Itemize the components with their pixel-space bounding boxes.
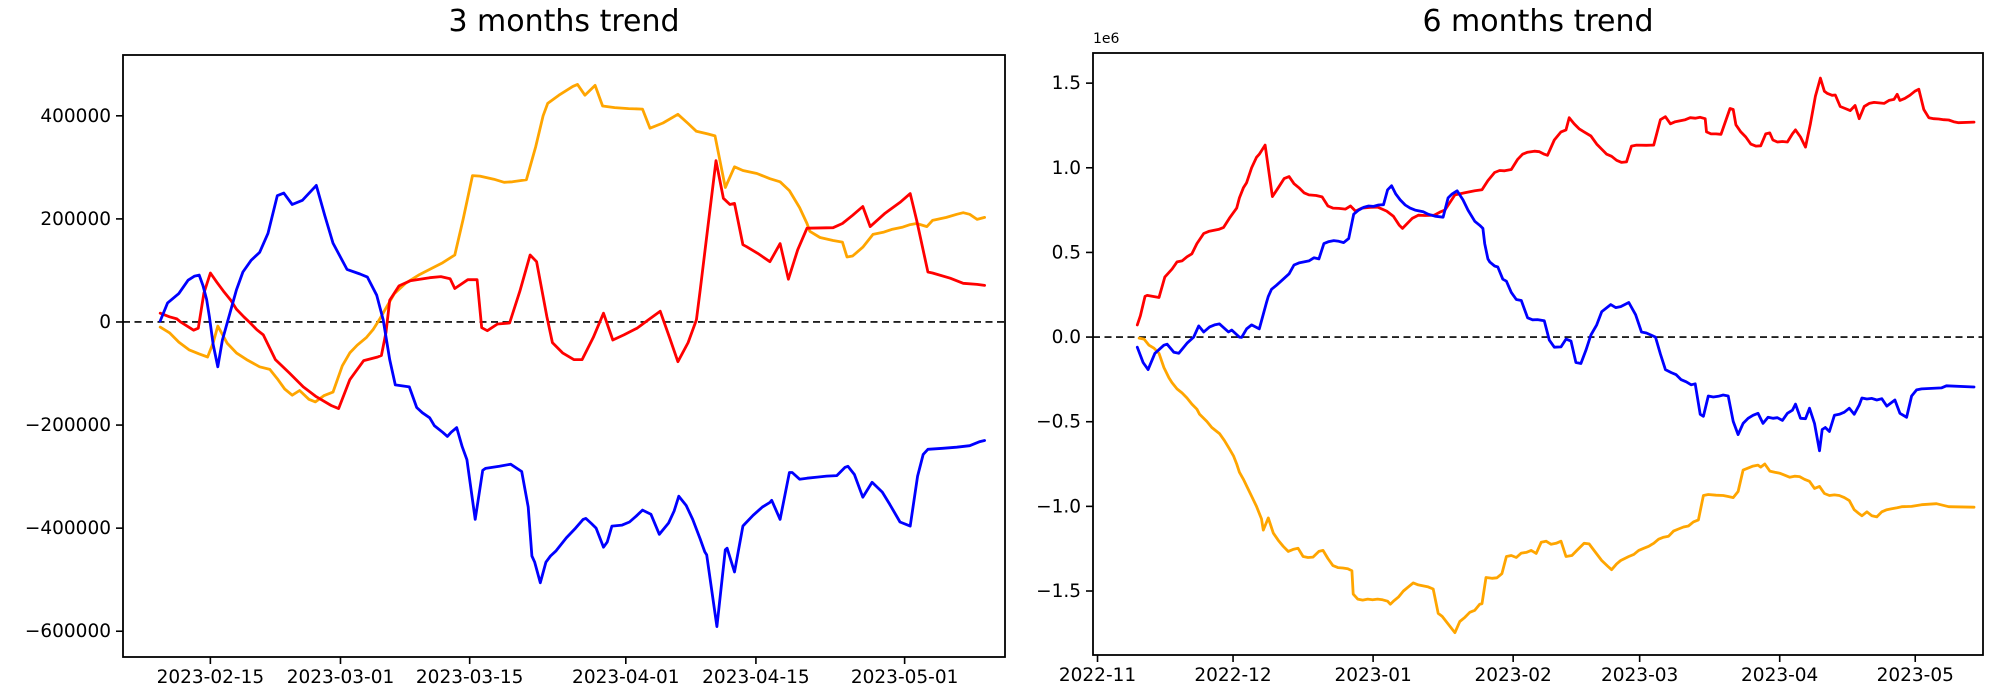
y-tick-label: −400000 bbox=[25, 518, 111, 539]
x-tick-label: 2023-03-15 bbox=[416, 667, 524, 688]
plot-border bbox=[1092, 52, 1984, 656]
series-group bbox=[158, 83, 986, 628]
x-tick-label: 2023-02 bbox=[1474, 665, 1551, 686]
y-tick-label: −600000 bbox=[25, 621, 111, 642]
y-tick-label: 200000 bbox=[40, 209, 111, 230]
series-line-blue bbox=[158, 183, 986, 628]
y-tick-label: −200000 bbox=[25, 415, 111, 436]
y-tick-label: 0 bbox=[99, 312, 111, 333]
x-tick-label: 2023-05-01 bbox=[851, 667, 959, 688]
y-tick-label: −0.5 bbox=[1036, 412, 1081, 433]
y-tick-label: 1.5 bbox=[1052, 73, 1081, 94]
y-axis-offset-label: 1e6 bbox=[1093, 31, 1120, 47]
x-tick-label: 2023-05 bbox=[1877, 665, 1954, 686]
series-line-red bbox=[1135, 76, 1976, 327]
y-tick-label: −1.5 bbox=[1036, 581, 1081, 602]
series-group bbox=[1135, 76, 1976, 635]
x-tick-label: 2023-04-15 bbox=[702, 667, 810, 688]
chart-title-6-months: 6 months trend bbox=[1422, 4, 1654, 39]
y-tick-label: 0.5 bbox=[1052, 242, 1081, 263]
plot-border bbox=[122, 54, 1006, 658]
chart-title-3-months: 3 months trend bbox=[448, 4, 680, 39]
x-tick-label: 2023-03 bbox=[1601, 665, 1678, 686]
chart-6-months-trend: 2022-11 2022-12 2023-01 2023-02 2023-03 2023-… bbox=[1036, 52, 1984, 686]
y-tick-label: −1.0 bbox=[1036, 496, 1081, 517]
x-tick-label: 2023-01 bbox=[1334, 665, 1411, 686]
x-tick-label: 2022-12 bbox=[1194, 665, 1271, 686]
y-tick-label: 400000 bbox=[40, 106, 111, 127]
x-tick-label: 2023-04 bbox=[1741, 665, 1818, 686]
chart-3-months-trend: 2023-02-15 2023-03-01 2023-03-15 2023-04-01… bbox=[25, 54, 1006, 688]
series-line-blue bbox=[1135, 184, 1976, 453]
x-tick-label: 2023-04-01 bbox=[572, 667, 680, 688]
x-tick-label: 2023-02-15 bbox=[157, 667, 265, 688]
series-line-orange bbox=[158, 83, 986, 404]
series-line-orange bbox=[1137, 336, 1976, 635]
series-line-red bbox=[158, 159, 986, 411]
x-tick-label: 2023-03-01 bbox=[287, 667, 395, 688]
x-tick-label: 2022-11 bbox=[1059, 665, 1136, 686]
y-tick-label: 0.0 bbox=[1052, 327, 1081, 348]
y-tick-label: 1.0 bbox=[1052, 158, 1081, 179]
